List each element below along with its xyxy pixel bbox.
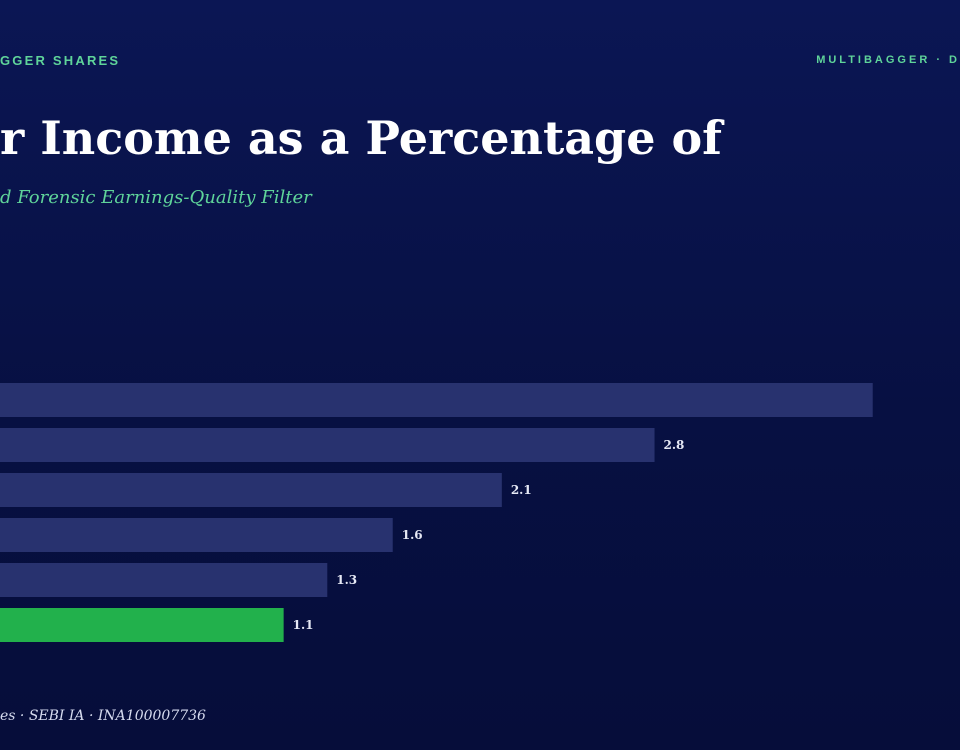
bar-1 (0, 383, 873, 417)
bar-5 (0, 563, 328, 597)
bar-value-label-6: 1.1 (293, 618, 314, 632)
bar-value-label-5: 1.3 (336, 573, 357, 587)
bar-value-label-3: 2.1 (511, 483, 532, 497)
bar-2 (0, 428, 655, 462)
bar-value-label-4: 1.6 (402, 528, 423, 542)
bar-value-label-2: 2.8 (664, 438, 685, 452)
bar-3 (0, 473, 502, 507)
chart-subtitle: d Forensic Earnings-Quality Filter (0, 187, 312, 208)
footer-disclaimer: es · SEBI IA · INA100007736 (0, 708, 206, 724)
brand-label: GGER SHARES (0, 53, 121, 68)
chart-title: r Income as a Percentage of (0, 111, 722, 165)
series-label: MULTIBAGGER · D (816, 54, 960, 66)
bar-6 (0, 608, 284, 642)
bar-4 (0, 518, 393, 552)
